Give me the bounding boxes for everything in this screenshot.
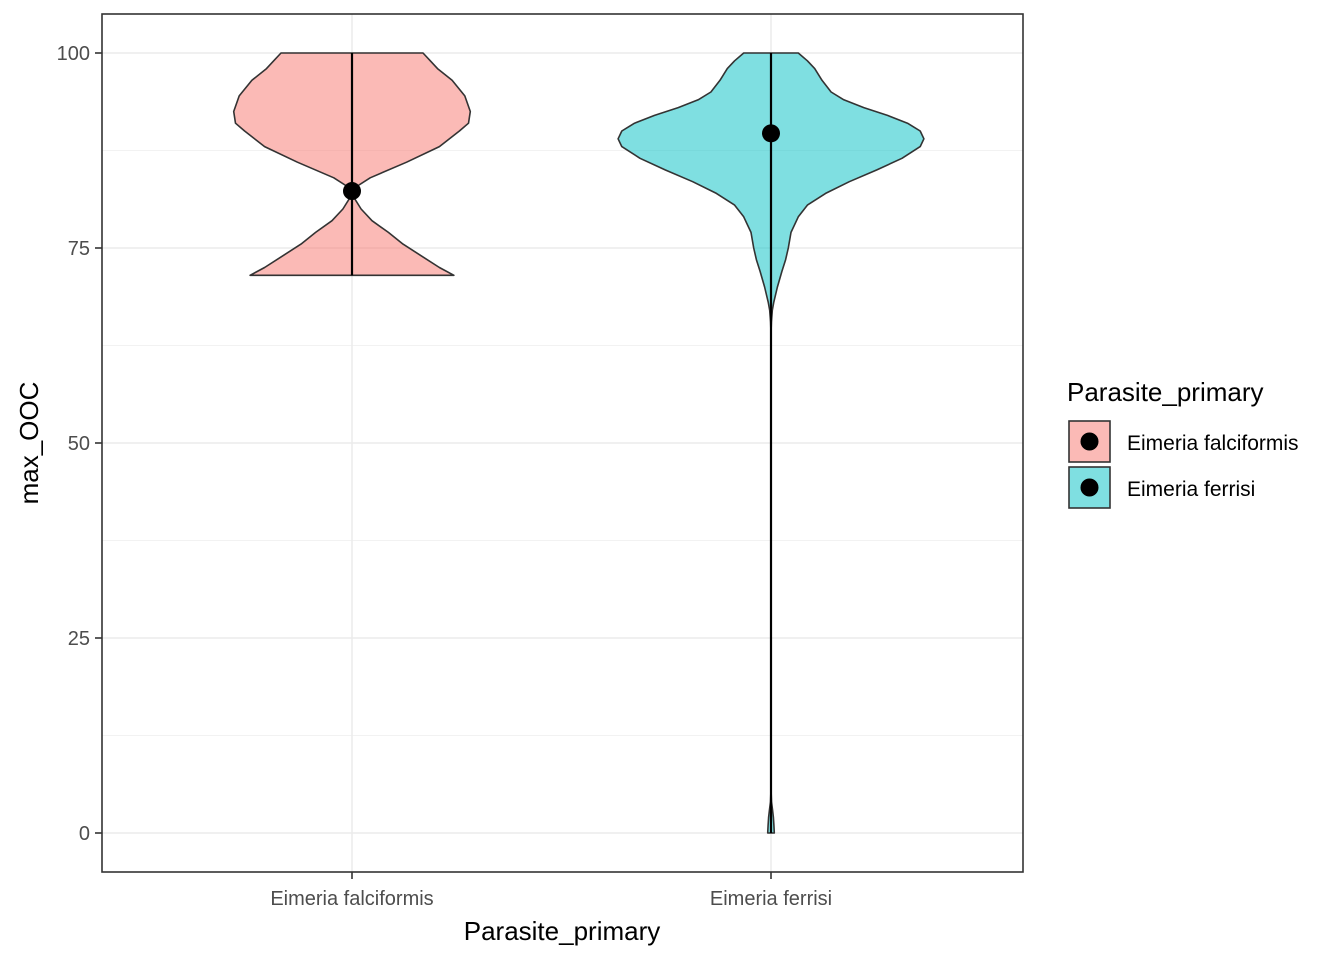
legend-item: Eimeria falciformis	[1068, 420, 1299, 463]
y-axis-title: max_OOC	[14, 382, 44, 505]
legend-point	[1080, 478, 1099, 497]
y-tick-label: 50	[68, 433, 90, 455]
x-axis-title: Parasite_primary	[464, 916, 661, 946]
violins	[232, 52, 925, 834]
legend-label: Eimeria ferrisi	[1127, 478, 1255, 501]
legend-item: Eimeria ferrisi	[1068, 466, 1255, 509]
x-tick-label: Eimeria ferrisi	[710, 888, 832, 910]
legend-title: Parasite_primary	[1067, 377, 1264, 407]
y-tick-label: 75	[68, 238, 90, 260]
x-tick-label: Eimeria falciformis	[270, 888, 433, 910]
legend-point	[1080, 432, 1099, 451]
legend: Parasite_primary Eimeria falciformisEime…	[1067, 377, 1299, 509]
y-tick-label: 0	[79, 823, 90, 845]
legend-items: Eimeria falciformis Eimeria ferrisi	[1068, 420, 1299, 509]
axes: 0 25 50 75 100 Eimeria falciformis Eimeria fer…	[57, 43, 833, 910]
y-tick-label: 100	[57, 43, 90, 65]
legend-label: Eimeria falciformis	[1127, 432, 1299, 455]
summary-point-1	[762, 124, 780, 143]
y-tick-label: 25	[68, 628, 90, 650]
summary-point-0	[343, 182, 361, 201]
